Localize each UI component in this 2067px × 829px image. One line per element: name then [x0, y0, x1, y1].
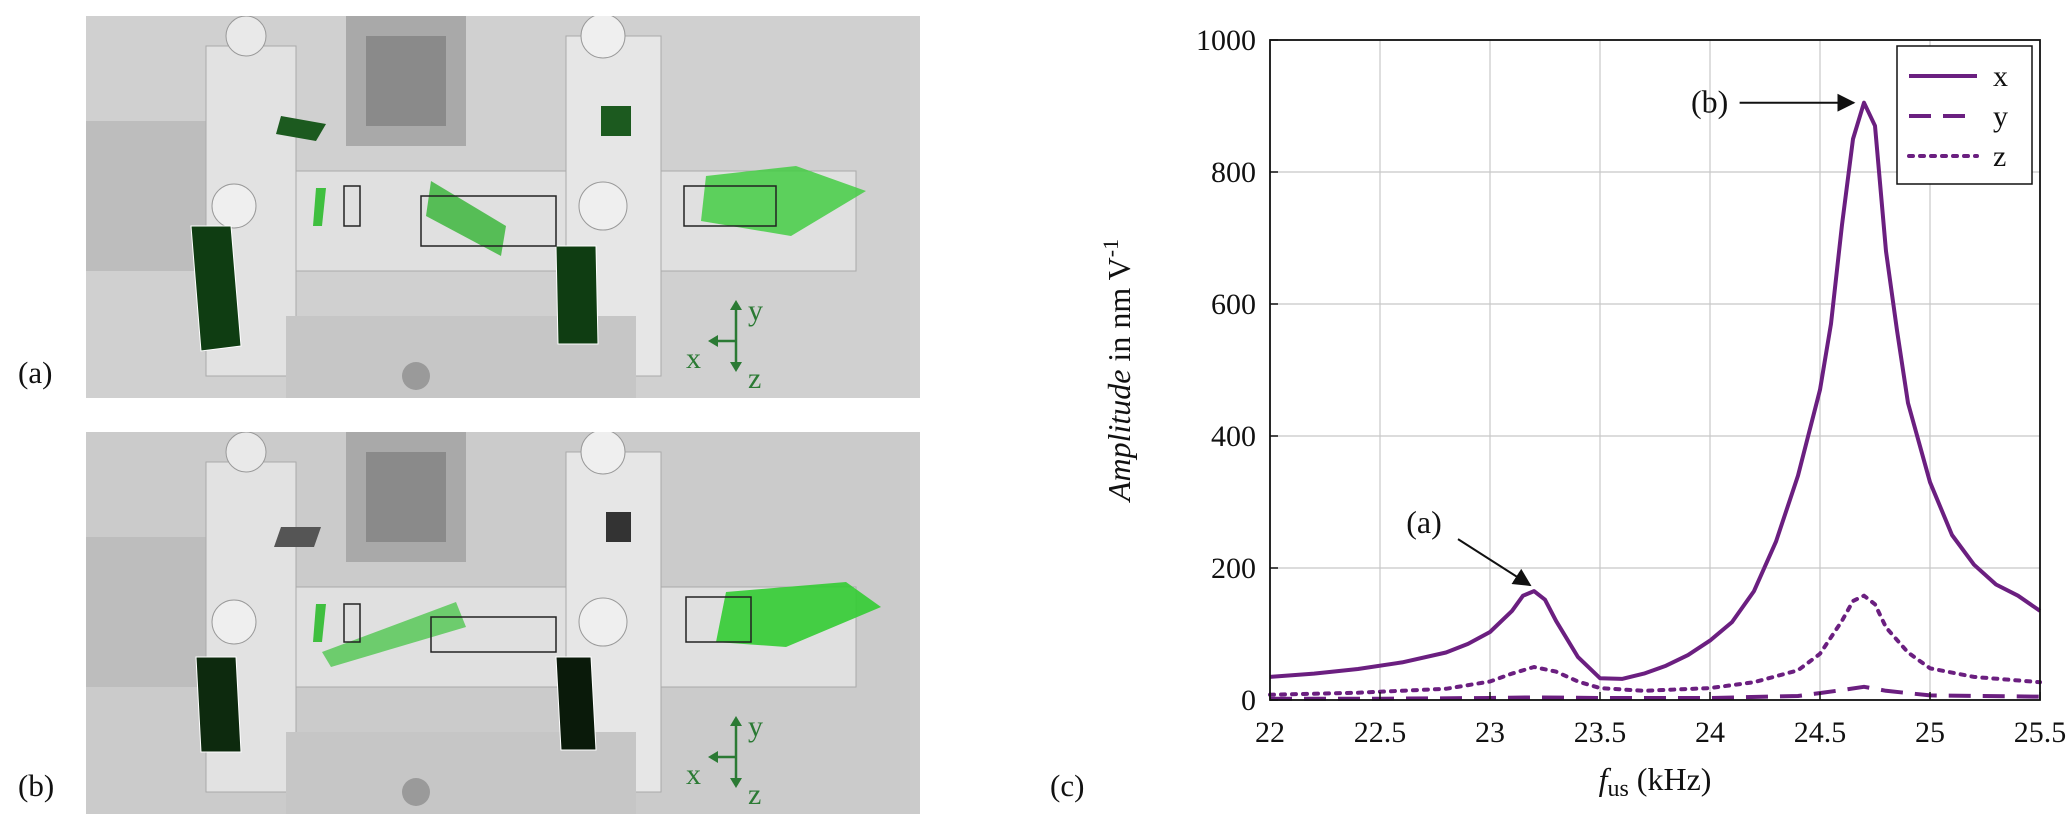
photo-mode-a: y x z: [86, 16, 920, 398]
y-tick-label: 200: [1211, 552, 1256, 585]
triad-z-label: z: [748, 362, 761, 395]
triad-x-label: x: [686, 342, 701, 375]
y-tick-label: 1000: [1196, 24, 1256, 57]
x-tick-label: 25.5: [2014, 716, 2067, 749]
series-line-z: [1268, 593, 2042, 697]
x-tick-label: 23: [1475, 716, 1505, 749]
x-tick-label: 22: [1255, 716, 1285, 749]
x-tick-label: 24.5: [1794, 716, 1847, 749]
legend-label-y: y: [1993, 100, 2008, 133]
triad-y-label: y: [748, 710, 763, 743]
annotations: (a) (b): [1406, 84, 1856, 587]
frequency-response-chart: 22 22.5 23 23.5 24 24.5 25 25.5 0 200 400 600 800 100…: [1040, 0, 2067, 829]
panel-c-label: (c): [1050, 768, 1085, 803]
panel-b-label: (b): [18, 768, 55, 803]
y-tick-label: 0: [1241, 684, 1256, 717]
annotation-a-arrow: [1457, 538, 1532, 587]
axes-triad-icon: y x z: [686, 294, 763, 395]
y-axis-label-italic: Amplitude: [1101, 370, 1137, 504]
x-tick-label: 24: [1695, 716, 1725, 749]
y-axis-label-rest: in nm V: [1101, 257, 1137, 369]
series-line-x: [1269, 100, 2042, 681]
plot-frame: [1269, 39, 2041, 701]
y-tick-label: 600: [1211, 288, 1256, 321]
x-axis-label-unit: (kHz): [1629, 761, 1712, 797]
triad-z-label: z: [748, 778, 761, 811]
photo-mode-b-drawing: y x z: [86, 432, 920, 814]
triad-x-label: x: [686, 758, 701, 791]
x-tick-label: 25: [1915, 716, 1945, 749]
annotation-b-label: (b): [1691, 84, 1728, 120]
y-tick-label: 400: [1211, 420, 1256, 453]
y-axis-label: Amplitude in nm V-1: [1098, 239, 1137, 503]
series-line-y: [1270, 684, 2041, 701]
x-axis-label: fus (kHz): [1599, 761, 1712, 802]
y-tick-label: 800: [1211, 156, 1256, 189]
ticks: 22 22.5 23 23.5 24 24.5 25 25.5 0 200 400 600 800 100…: [1196, 24, 2066, 749]
legend-label-z: z: [1993, 140, 2006, 173]
panel-a-label: (a): [18, 355, 53, 390]
annotation-a-label: (a): [1406, 504, 1442, 540]
x-tick-label: 22.5: [1354, 716, 1407, 749]
triad-y-label: y: [748, 294, 763, 327]
series-layer: [1268, 100, 2042, 701]
legend-label-x: x: [1993, 60, 2008, 93]
axes-triad-icon: y x z: [686, 710, 763, 811]
chart-svg: 22 22.5 23 23.5 24 24.5 25 25.5 0 200 400 600 800 100…: [1098, 24, 2066, 802]
legend: xyz: [1896, 45, 2033, 185]
photo-mode-b: y x z: [86, 432, 920, 814]
x-tick-label: 23.5: [1574, 716, 1627, 749]
photo-mode-a-drawing: y x z: [86, 16, 920, 398]
x-axis-label-sub: us: [1607, 776, 1628, 802]
y-axis-label-sup: -1: [1098, 239, 1123, 257]
